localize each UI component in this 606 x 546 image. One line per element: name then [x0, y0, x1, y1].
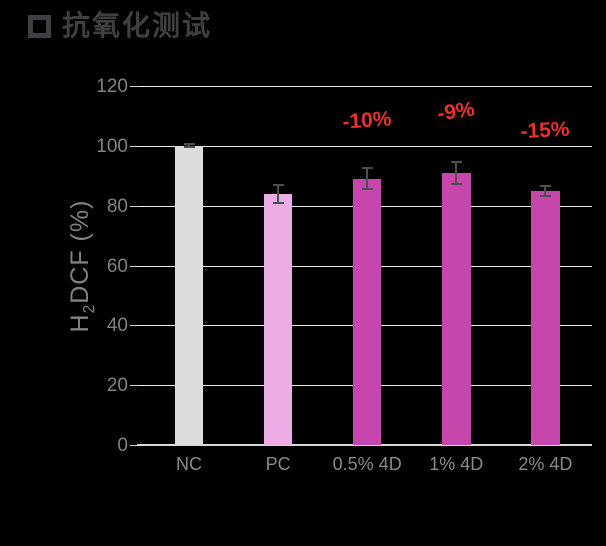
y-tick-label: 40 [106, 315, 128, 337]
error-bar-cap [450, 160, 462, 163]
y-tick-mark [130, 445, 138, 446]
y-tick-label: 80 [106, 195, 128, 217]
y-tick-label: 60 [106, 255, 128, 277]
bar-2-4d [531, 190, 560, 445]
y-tick-mark [130, 145, 138, 147]
y-axis-title-subscript: 2 [81, 303, 98, 314]
x-tick-label: NC [176, 454, 202, 474]
bar-0-5-4d [352, 178, 382, 445]
y-tick-label: 100 [96, 135, 128, 157]
x-axis-line [137, 444, 592, 446]
error-bar-stem [366, 168, 369, 190]
gridline [138, 145, 592, 147]
x-tick-label: 2% 4D [518, 454, 573, 474]
x-tick-label: PC [265, 454, 291, 474]
page-title: 抗氧化测试 [62, 10, 213, 41]
error-bar-cap [183, 146, 195, 149]
gridline [138, 86, 592, 87]
y-tick-mark [130, 205, 138, 207]
y-tick-mark [130, 265, 138, 267]
slide-title-row: 抗氧化测试 [28, 12, 212, 40]
y-tick-label: 0 [117, 435, 128, 456]
error-bar-cap [272, 183, 284, 186]
y-tick-label: 120 [96, 76, 128, 97]
error-bar-cap [539, 184, 551, 187]
error-bar-stem [277, 184, 280, 203]
bar-1-4d [442, 172, 471, 445]
error-bar-stem [455, 161, 458, 184]
bar-pc [263, 193, 293, 445]
error-bar-cap [272, 201, 284, 204]
y-tick-label: 20 [106, 375, 128, 397]
error-bar-cap [450, 182, 462, 185]
error-bar-stem [544, 185, 547, 196]
y-tick-mark [130, 325, 138, 327]
y-tick-mark [130, 86, 138, 87]
x-tick-label: 0.5% 4D [332, 454, 402, 474]
error-bar-stem [188, 144, 190, 148]
y-tick-mark [130, 385, 138, 387]
bar-nc [174, 145, 204, 445]
x-tick-label: 1% 4D [429, 454, 484, 474]
error-bar-cap [183, 143, 195, 146]
square-bullet-icon [28, 14, 51, 38]
error-bar-cap [539, 194, 551, 197]
annotation-label: -15% [520, 117, 571, 144]
error-bar-cap [361, 188, 373, 191]
error-bar-cap [361, 167, 373, 170]
